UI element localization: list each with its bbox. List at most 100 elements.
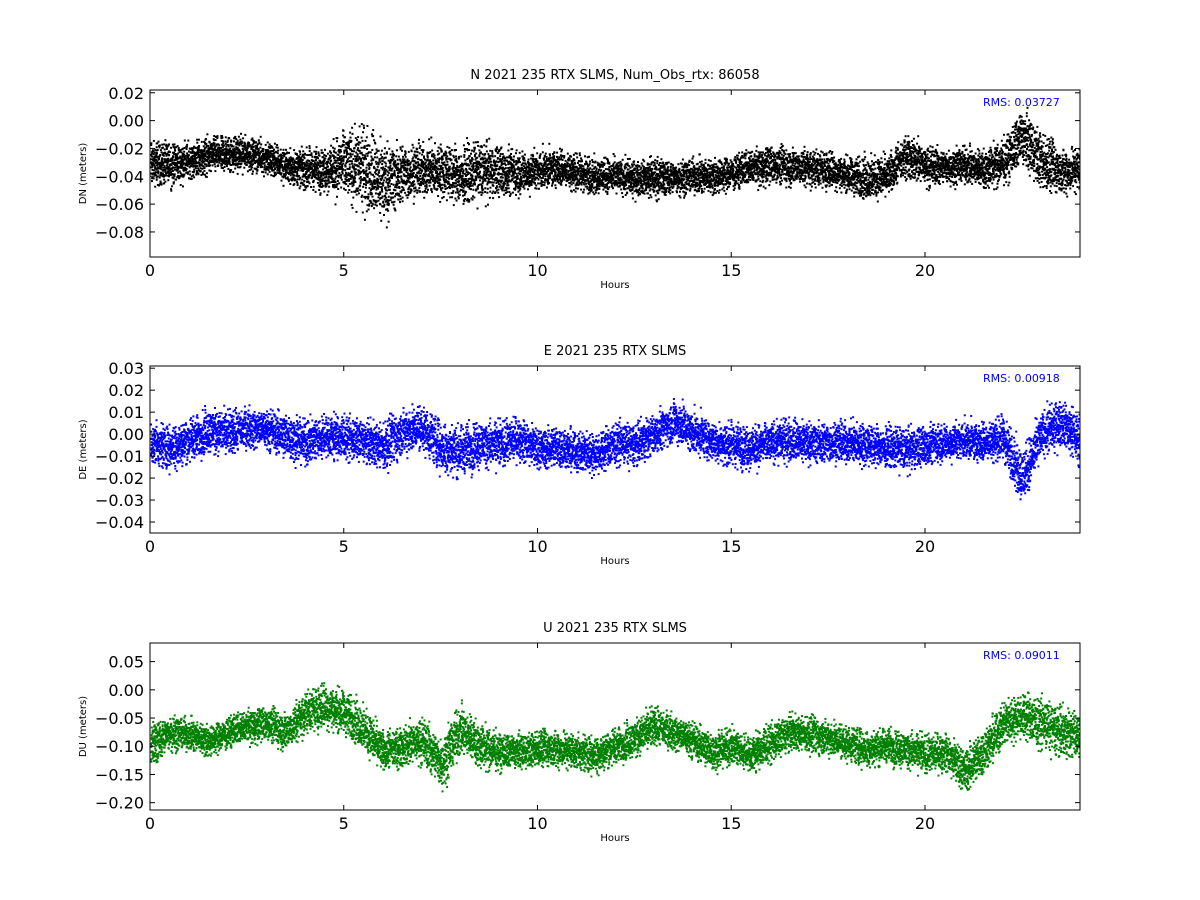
data-point [439, 143, 442, 146]
data-point [360, 171, 363, 174]
data-point [535, 158, 538, 161]
data-point [406, 160, 409, 163]
data-point [563, 165, 566, 168]
data-point [382, 181, 385, 184]
data-point [238, 162, 241, 165]
data-point [278, 168, 281, 171]
data-point [223, 157, 226, 160]
data-point [522, 157, 525, 160]
data-point [509, 192, 512, 195]
data-point [575, 182, 578, 185]
data-point [256, 144, 258, 147]
data-point [326, 193, 329, 196]
data-point [469, 168, 472, 171]
data-point [366, 174, 369, 177]
data-point [171, 170, 174, 172]
data-point [343, 155, 346, 158]
data-point [173, 173, 176, 176]
data-point [483, 162, 486, 165]
data-point [283, 168, 286, 171]
data-point [414, 150, 417, 153]
data-point [439, 172, 441, 175]
data-point [340, 186, 343, 189]
data-point [164, 158, 167, 161]
data-point [533, 158, 536, 161]
data-point [553, 151, 556, 154]
data-point [291, 157, 294, 160]
data-point [331, 171, 334, 174]
data-point [474, 168, 477, 170]
data-point [567, 169, 570, 172]
data-point [365, 136, 368, 139]
data-point [183, 153, 186, 156]
data-point [339, 176, 342, 179]
data-point [541, 170, 544, 173]
data-point [484, 157, 487, 160]
data-point [353, 170, 356, 173]
data-point [214, 135, 217, 138]
data-point [155, 155, 158, 158]
data-point [199, 149, 202, 152]
data-point [447, 192, 450, 195]
data-point [468, 149, 471, 151]
data-point [380, 157, 383, 160]
data-point [523, 187, 526, 190]
data-point [386, 140, 389, 143]
data-point [346, 158, 349, 161]
data-point [497, 161, 500, 164]
data-point [551, 170, 554, 173]
data-point [258, 156, 261, 159]
data-point [242, 137, 245, 140]
data-point [327, 190, 330, 193]
data-point [361, 200, 364, 203]
data-point [472, 168, 475, 171]
data-point [348, 160, 351, 163]
data-point [486, 191, 489, 194]
data-point [460, 183, 463, 186]
data-point [500, 164, 503, 167]
data-point [344, 146, 347, 149]
data-point [489, 154, 492, 157]
data-point [291, 179, 293, 182]
data-point [375, 188, 378, 191]
data-point [472, 171, 475, 174]
data-point [322, 162, 325, 165]
data-point [383, 198, 386, 201]
data-point [359, 181, 362, 184]
data-point [255, 167, 258, 170]
data-point [187, 150, 190, 153]
data-point [545, 165, 548, 168]
data-point [156, 163, 159, 166]
data-point [395, 166, 398, 168]
data-point [307, 154, 310, 156]
data-point [363, 158, 366, 161]
data-point [199, 167, 202, 170]
subplot-0: 0 5 10 15 200.020.00−0.02−0.04−0.06−0.08N 20… [78, 68, 1081, 291]
data-point [207, 157, 210, 160]
data-point [287, 178, 290, 181]
data-point [311, 173, 314, 176]
data-point [397, 198, 400, 201]
data-point [380, 182, 383, 185]
data-point [576, 169, 579, 172]
data-point [472, 163, 475, 166]
data-point [455, 155, 457, 158]
data-point [412, 171, 415, 174]
data-point [235, 146, 238, 149]
data-point [375, 151, 378, 154]
data-point [257, 149, 260, 152]
data-point [442, 162, 445, 165]
data-point [356, 190, 359, 192]
data-point [496, 148, 499, 151]
data-point [434, 159, 437, 162]
data-point [416, 171, 419, 174]
data-point [267, 169, 270, 172]
data-point [349, 177, 352, 180]
data-point [203, 150, 206, 152]
data-point [170, 146, 173, 149]
data-point [518, 170, 521, 173]
data-point [347, 141, 350, 144]
data-point [157, 170, 160, 173]
data-point [413, 159, 416, 162]
data-point [202, 173, 204, 176]
